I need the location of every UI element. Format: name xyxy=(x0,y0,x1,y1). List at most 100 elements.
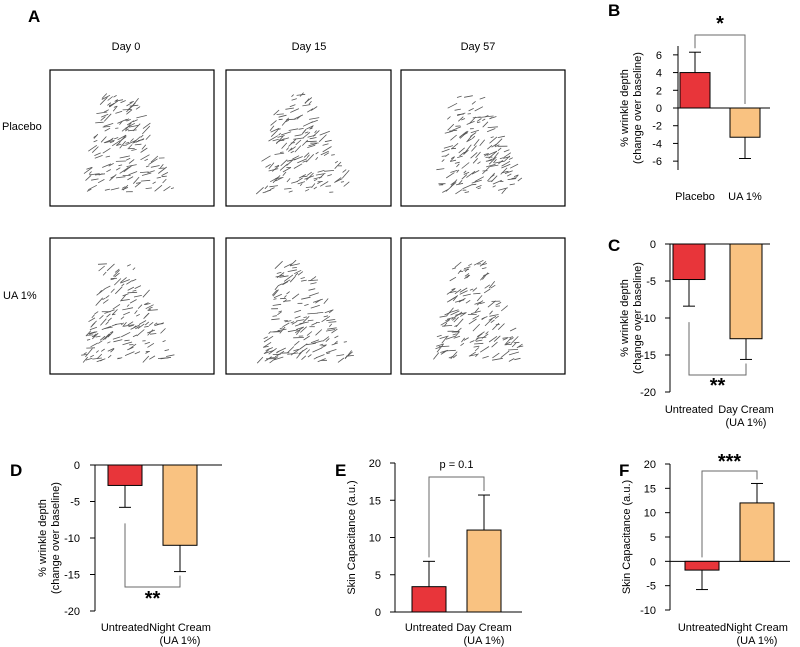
wrinkle-stroke xyxy=(268,331,272,334)
wrinkle-stroke xyxy=(331,328,338,334)
wrinkle-stroke xyxy=(488,335,498,343)
wrinkle-stroke xyxy=(281,142,288,149)
wrinkle-stroke xyxy=(126,119,131,122)
wrinkle-stroke xyxy=(492,152,499,160)
wrinkle-stroke xyxy=(285,119,289,123)
wrinkle-stroke xyxy=(293,137,305,140)
wrinkle-stroke xyxy=(462,293,471,297)
significance-bracket: * xyxy=(694,13,746,104)
wrinkle-stroke xyxy=(313,178,318,182)
wrinkle-stroke xyxy=(102,163,112,168)
wrinkle-stroke xyxy=(145,134,151,140)
col-label-day15: Day 15 xyxy=(292,41,327,53)
wrinkle-stroke xyxy=(94,311,99,315)
wrinkle-stroke xyxy=(446,349,456,352)
wrinkle-stroke xyxy=(296,93,306,96)
wrinkle-stroke xyxy=(134,285,142,289)
wrinkle-stroke xyxy=(83,352,87,355)
wrinkle-stroke xyxy=(304,303,309,306)
wrinkle-stroke xyxy=(122,293,129,297)
wrinkle-stroke xyxy=(504,170,513,174)
wrinkle-stroke xyxy=(322,146,332,153)
wrinkle-stroke xyxy=(452,296,458,302)
wrinkle-stroke xyxy=(299,343,308,350)
wrinkle-stroke xyxy=(486,163,496,168)
y-tick-label: -5 xyxy=(646,276,656,288)
wrinkle-stroke xyxy=(279,327,284,330)
wrinkle-stroke xyxy=(495,302,502,306)
x-category-label: Untreated xyxy=(665,404,713,416)
wrinkle-stroke xyxy=(103,123,114,127)
wrinkle-stroke xyxy=(456,163,460,168)
wrinkle-stroke xyxy=(325,329,336,332)
wrinkle-stroke xyxy=(503,156,511,159)
wrinkle-stroke xyxy=(100,116,106,121)
wrinkle-stroke xyxy=(450,159,457,162)
wrinkle-stroke xyxy=(303,316,308,318)
significance-label: p = 0.1 xyxy=(440,459,474,471)
wrinkle-stroke xyxy=(161,175,167,178)
wrinkle-stroke xyxy=(88,331,96,334)
wrinkle-stroke xyxy=(306,331,313,336)
wrinkle-stroke xyxy=(120,299,130,302)
wrinkle-stroke xyxy=(455,189,463,195)
wrinkle-stroke xyxy=(294,134,302,137)
wrinkle-stroke xyxy=(149,355,156,360)
wrinkle-stroke xyxy=(121,331,131,338)
wrinkle-stroke xyxy=(342,169,350,179)
wrinkle-stroke xyxy=(450,134,457,141)
wrinkle-stroke xyxy=(282,281,289,286)
wrinkle-stroke xyxy=(94,152,101,156)
wrinkle-stroke xyxy=(102,299,109,304)
wrinkle-stroke xyxy=(82,356,89,363)
wrinkle-stroke xyxy=(263,341,272,348)
wrinkle-stroke xyxy=(463,337,469,341)
wrinkle-stroke xyxy=(517,177,523,182)
wrinkle-stroke xyxy=(147,308,152,311)
wrinkle-stroke xyxy=(441,336,448,344)
wrinkle-stroke xyxy=(270,187,275,190)
y-tick-label: 5 xyxy=(375,570,381,582)
wrinkle-stroke xyxy=(307,354,312,358)
wrinkle-stroke xyxy=(454,108,461,111)
wrinkle-stroke xyxy=(88,184,97,191)
wrinkle-stroke xyxy=(276,272,285,279)
wrinkle-stroke xyxy=(120,136,127,141)
y-axis-label: Skin Capacitance (a.u.) xyxy=(621,480,633,594)
y-axis-label: Skin Capacitance (a.u.) xyxy=(346,480,358,594)
wrinkle-stroke xyxy=(132,136,141,144)
wrinkle-stroke xyxy=(277,283,283,287)
significance-label: * xyxy=(716,13,724,35)
wrinkle-stroke xyxy=(274,164,280,168)
wrinkle-map xyxy=(81,263,175,363)
wrinkle-stroke xyxy=(310,106,318,111)
wrinkle-stroke xyxy=(95,350,99,353)
wrinkle-stroke xyxy=(445,318,451,321)
wrinkle-stroke xyxy=(472,315,480,320)
wrinkle-stroke xyxy=(98,265,105,272)
wrinkle-stroke xyxy=(124,128,129,132)
wrinkle-stroke xyxy=(266,348,270,351)
wrinkle-stroke xyxy=(450,169,458,173)
x-category-label-line: Untreated xyxy=(665,404,713,416)
wrinkle-stroke xyxy=(270,129,278,137)
wrinkle-stroke xyxy=(106,169,111,173)
wrinkle-stroke xyxy=(114,272,120,278)
panel-a-letter: A xyxy=(28,7,40,26)
y-tick-label: 15 xyxy=(369,495,381,507)
panel-f-chart: F 20 15 10 5 0 -5 -10 Skin Capacitance (a.u.) Unt… xyxy=(619,451,790,647)
wrinkle-stroke xyxy=(120,277,127,283)
wrinkle-stroke xyxy=(264,358,269,362)
wrinkle-stroke xyxy=(340,181,345,183)
wrinkle-stroke xyxy=(268,347,277,355)
wrinkle-stroke xyxy=(314,130,317,134)
x-category-label-line: Day Cream xyxy=(718,404,774,416)
bar-control xyxy=(107,464,143,486)
wrinkle-stroke xyxy=(289,104,296,108)
wrinkle-stroke xyxy=(147,170,155,174)
wrinkle-stroke xyxy=(275,135,284,145)
wrinkle-stroke xyxy=(500,305,508,312)
panel-letter: D xyxy=(10,461,22,480)
wrinkle-stroke xyxy=(113,339,123,343)
wrinkle-stroke xyxy=(312,347,323,353)
